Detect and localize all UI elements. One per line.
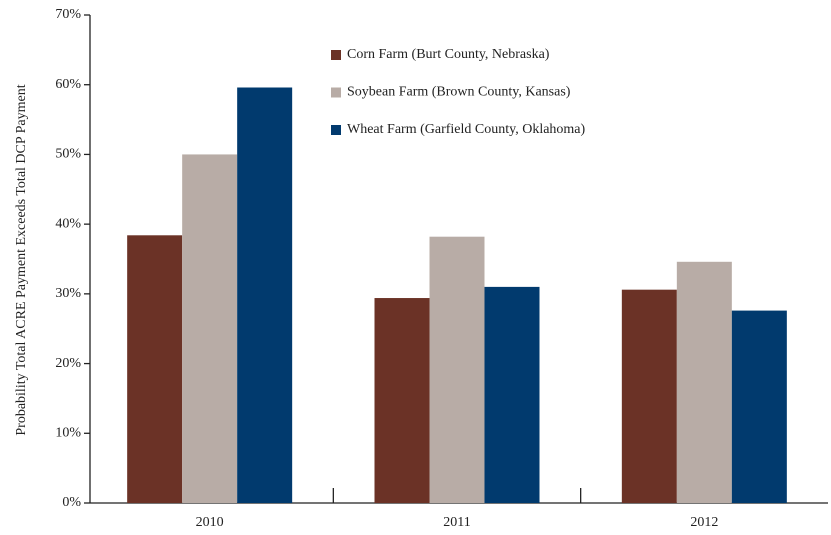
bar bbox=[429, 236, 485, 504]
y-tick-label: 50% bbox=[55, 147, 81, 162]
bar bbox=[182, 154, 238, 503]
bar bbox=[374, 298, 430, 503]
legend-swatch bbox=[331, 125, 341, 135]
legend-label: Corn Farm (Burt County, Nebraska) bbox=[347, 47, 550, 62]
x-tick-label: 2010 bbox=[196, 515, 224, 530]
legend-label: Wheat Farm (Garfield County, Oklahoma) bbox=[347, 122, 586, 137]
bar bbox=[676, 261, 732, 503]
y-tick-label: 70% bbox=[55, 7, 81, 22]
y-tick-label: 40% bbox=[55, 216, 81, 231]
legend-swatch bbox=[331, 87, 341, 98]
bar bbox=[127, 235, 183, 503]
y-tick-label: 60% bbox=[55, 77, 81, 92]
bar bbox=[621, 289, 677, 503]
y-tick-label: 10% bbox=[55, 426, 81, 441]
x-tick-label: 2012 bbox=[690, 515, 718, 530]
bar bbox=[237, 87, 293, 503]
y-axis-label: Probability Total ACRE Payment Exceeds T… bbox=[14, 84, 29, 435]
legend-label: Soybean Farm (Brown County, Kansas) bbox=[347, 85, 571, 100]
legend-swatch bbox=[331, 50, 341, 60]
y-tick-label: 30% bbox=[55, 286, 81, 301]
x-tick-label: 2011 bbox=[443, 515, 470, 530]
y-tick-label: 20% bbox=[55, 356, 81, 371]
bar bbox=[731, 310, 787, 503]
bar bbox=[484, 286, 540, 503]
y-tick-label: 0% bbox=[62, 495, 81, 510]
